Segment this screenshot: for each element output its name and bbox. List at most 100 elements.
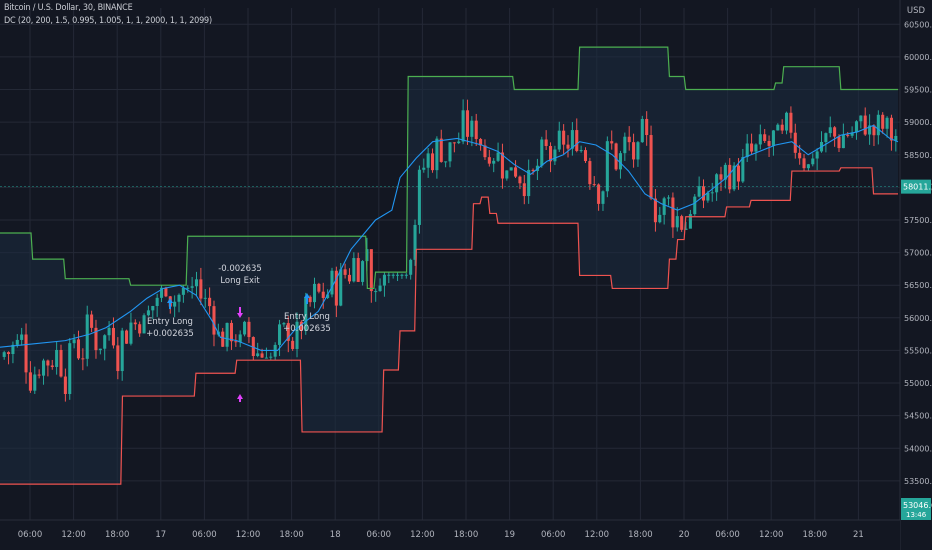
candle[interactable] xyxy=(125,330,129,344)
candle[interactable] xyxy=(343,269,347,275)
candle[interactable] xyxy=(181,287,185,295)
candle[interactable] xyxy=(90,314,94,328)
candle[interactable] xyxy=(413,224,417,260)
candle[interactable] xyxy=(151,305,155,311)
candle[interactable] xyxy=(732,165,736,190)
candle[interactable] xyxy=(374,291,378,293)
candle[interactable] xyxy=(553,149,557,162)
candle[interactable] xyxy=(7,352,11,355)
candle[interactable] xyxy=(815,151,819,159)
candle[interactable] xyxy=(94,327,98,351)
candle[interactable] xyxy=(859,115,863,122)
candle[interactable] xyxy=(28,372,32,391)
candle[interactable] xyxy=(846,134,850,136)
indicator-legend[interactable]: DC (20, 200, 1.5, 0.995, 1.005, 1, 1, 20… xyxy=(4,16,212,26)
candle[interactable] xyxy=(483,145,487,158)
signal-entry2[interactable]: Entry Long +0.002635 xyxy=(283,293,331,334)
candle[interactable] xyxy=(400,274,404,276)
candle[interactable] xyxy=(785,112,789,131)
candle[interactable] xyxy=(649,135,653,199)
candle[interactable] xyxy=(133,322,137,325)
candle[interactable] xyxy=(592,184,596,186)
candle[interactable] xyxy=(802,158,806,169)
candle[interactable] xyxy=(570,130,574,149)
symbol-title[interactable]: Bitcoin / U.S. Dollar, 30, BINANCE xyxy=(4,3,133,13)
candle[interactable] xyxy=(190,286,194,288)
candle[interactable] xyxy=(186,287,190,289)
candle[interactable] xyxy=(116,345,120,372)
candle[interactable] xyxy=(719,174,723,180)
candle[interactable] xyxy=(396,274,400,276)
candle[interactable] xyxy=(299,321,303,331)
candle[interactable] xyxy=(522,183,526,197)
candle[interactable] xyxy=(256,353,260,357)
candle[interactable] xyxy=(693,196,697,215)
candle[interactable] xyxy=(264,357,268,359)
candle[interactable] xyxy=(833,127,837,137)
candle[interactable] xyxy=(588,161,592,185)
candle[interactable] xyxy=(824,133,828,142)
candle[interactable] xyxy=(444,161,448,163)
candle[interactable] xyxy=(889,117,893,141)
candle[interactable] xyxy=(675,216,679,228)
candle[interactable] xyxy=(129,322,133,344)
candle[interactable] xyxy=(435,138,439,171)
candle[interactable] xyxy=(430,153,435,171)
candle[interactable] xyxy=(680,216,684,230)
candle[interactable] xyxy=(509,167,513,171)
candle[interactable] xyxy=(653,198,657,223)
candle[interactable] xyxy=(72,339,76,344)
candle[interactable] xyxy=(763,134,767,141)
candle[interactable] xyxy=(492,160,496,164)
candle[interactable] xyxy=(160,287,164,298)
candle[interactable] xyxy=(111,327,115,346)
candle[interactable] xyxy=(155,297,159,306)
candle[interactable] xyxy=(614,143,618,170)
candle[interactable] xyxy=(632,142,636,160)
candle[interactable] xyxy=(142,315,146,334)
candle[interactable] xyxy=(618,153,622,170)
candle[interactable] xyxy=(701,186,706,201)
candle[interactable] xyxy=(2,352,6,357)
candle[interactable] xyxy=(98,348,102,351)
candle[interactable] xyxy=(872,125,876,136)
candle[interactable] xyxy=(278,324,282,345)
candle[interactable] xyxy=(894,135,898,141)
candle[interactable] xyxy=(409,259,413,275)
candle[interactable] xyxy=(330,270,334,295)
candle[interactable] xyxy=(260,353,264,358)
candle[interactable] xyxy=(798,152,802,159)
candle[interactable] xyxy=(583,150,588,162)
candle[interactable] xyxy=(225,322,229,347)
candle[interactable] xyxy=(317,283,321,292)
candle[interactable] xyxy=(15,339,19,345)
candle[interactable] xyxy=(496,152,500,161)
candle[interactable] xyxy=(540,139,544,166)
candle[interactable] xyxy=(33,374,37,391)
candle[interactable] xyxy=(557,130,561,150)
candle[interactable] xyxy=(518,176,522,184)
candle[interactable] xyxy=(868,125,872,135)
candle[interactable] xyxy=(37,374,41,376)
candle[interactable] xyxy=(487,157,491,164)
candle[interactable] xyxy=(706,192,710,201)
candle[interactable] xyxy=(439,138,443,162)
candle[interactable] xyxy=(41,360,46,376)
candle[interactable] xyxy=(715,174,719,193)
candle[interactable] xyxy=(688,214,692,229)
price-axis[interactable] xyxy=(900,0,932,550)
candle[interactable] xyxy=(479,139,483,146)
candle[interactable] xyxy=(269,356,273,358)
candle[interactable] xyxy=(636,142,640,160)
candle[interactable] xyxy=(527,169,531,197)
candle[interactable] xyxy=(369,249,373,292)
candle[interactable] xyxy=(548,145,553,162)
candle[interactable] xyxy=(876,114,880,136)
candle[interactable] xyxy=(710,192,714,194)
candle[interactable] xyxy=(81,358,85,360)
candle[interactable] xyxy=(579,150,583,152)
candle[interactable] xyxy=(793,132,797,153)
candle[interactable] xyxy=(59,349,63,377)
candle[interactable] xyxy=(771,130,775,146)
candle[interactable] xyxy=(500,152,504,179)
